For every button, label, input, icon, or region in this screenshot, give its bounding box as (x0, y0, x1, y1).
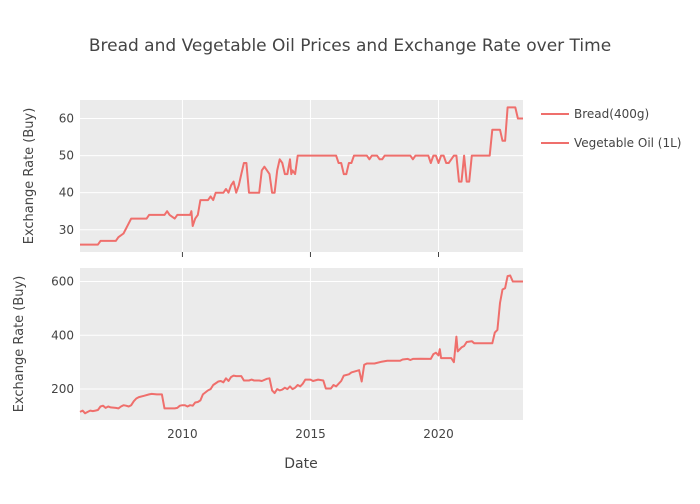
x-tick-label: 2015 (295, 427, 326, 441)
top-panel-background (80, 100, 523, 252)
legend-label-vegetable-oil: Vegetable Oil (1L) (574, 136, 681, 150)
chart-title: Bread and Vegetable Oil Prices and Excha… (89, 36, 611, 56)
legend: Bread(400g) Vegetable Oil (1L) (541, 107, 681, 150)
tick-labels: 30 40 50 60 200 400 600 2010 2015 2020 (51, 112, 454, 441)
y-tick-label: 40 (59, 186, 74, 200)
y-tick-label: 600 (51, 274, 74, 288)
x-tick-label: 2020 (423, 427, 454, 441)
y-tick-label: 50 (59, 149, 74, 163)
bread-series-line (80, 106, 523, 246)
y-axis-title-bottom: Exchange Rate (Buy) (12, 276, 27, 413)
y-tick-label: 200 (51, 382, 74, 396)
legend-label-bread: Bread(400g) (574, 107, 649, 121)
y-axis-title-top: Exchange Rate (Buy) (22, 108, 37, 245)
y-tick-label: 400 (51, 328, 74, 342)
legend-item-vegetable-oil[interactable]: Vegetable Oil (1L) (541, 136, 681, 150)
legend-item-bread[interactable]: Bread(400g) (541, 107, 649, 121)
vegetable-oil-series-line (79, 274, 523, 415)
x-axis-title: Date (284, 456, 317, 472)
x-tick-label: 2010 (167, 427, 198, 441)
series-lines (79, 106, 523, 415)
y-tick-label: 30 (59, 223, 74, 237)
y-tick-label: 60 (59, 112, 74, 126)
